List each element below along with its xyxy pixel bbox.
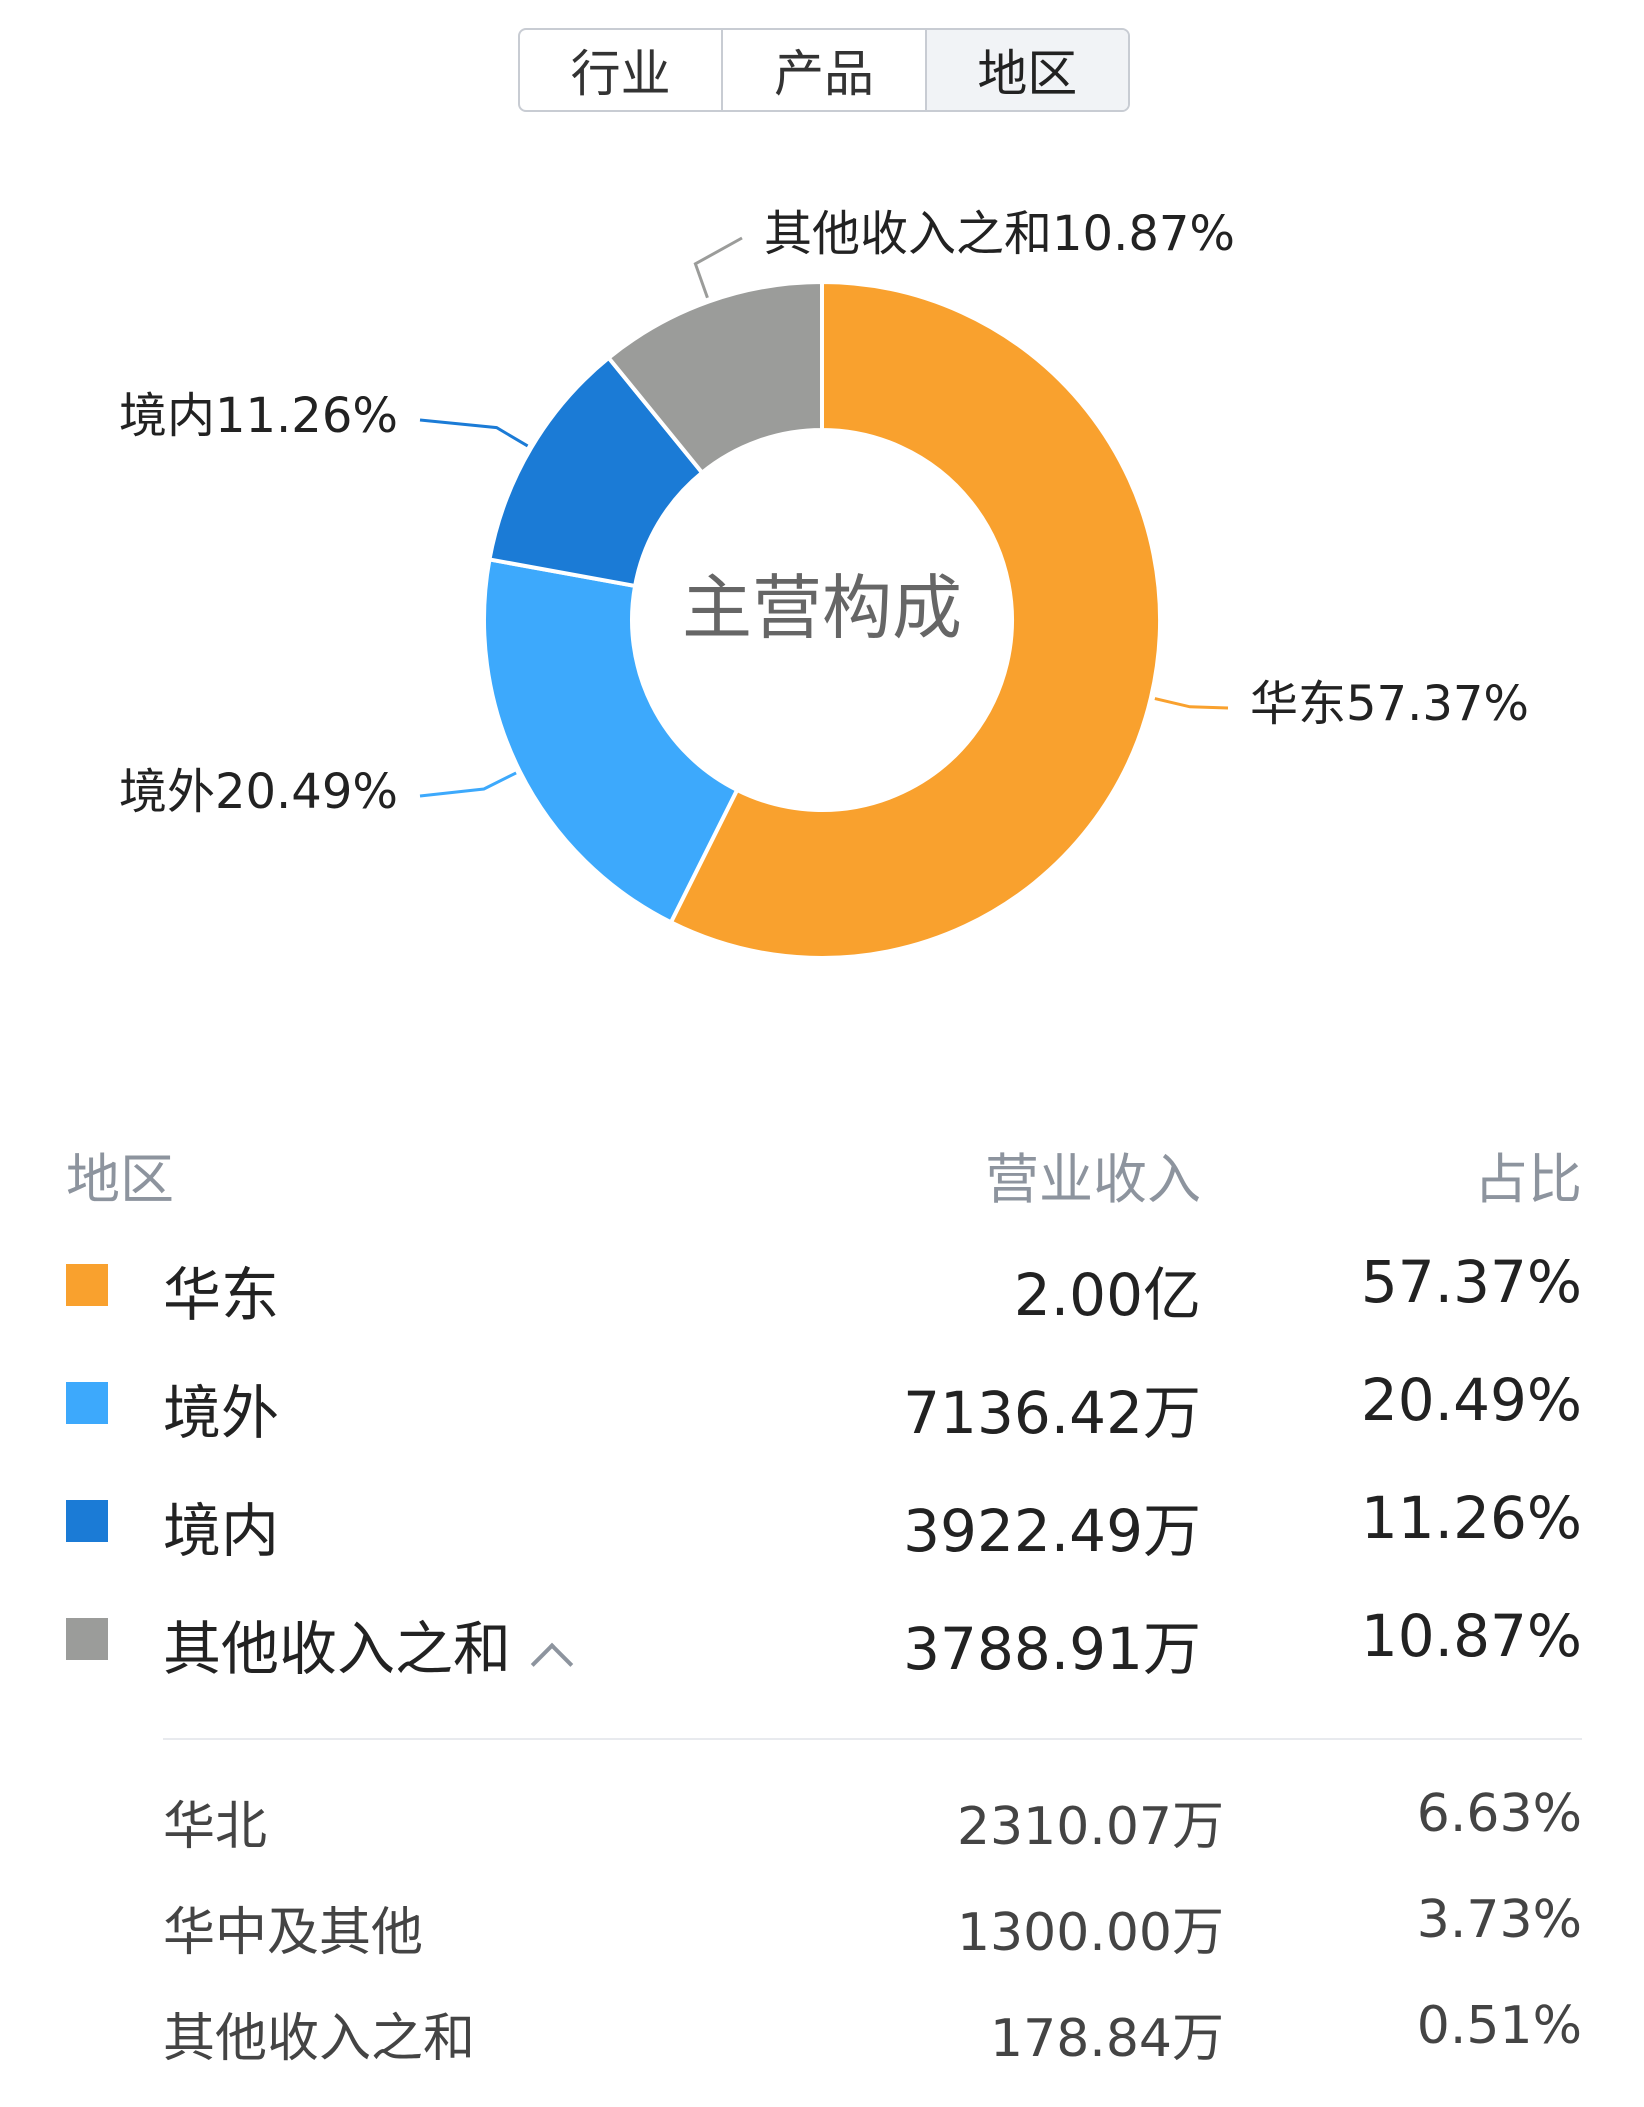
table-row[interactable]: 境内 3922.49万 11.26% [0, 1484, 1644, 1574]
tab-industry[interactable]: 行业 [520, 30, 724, 110]
header-share: 占比 [1474, 1148, 1582, 1211]
tab-region[interactable]: 地区 [926, 30, 1128, 110]
chevron-up-icon[interactable] [530, 1642, 574, 1686]
row-name: 境外 [163, 1379, 280, 1447]
legend-swatch [66, 1618, 108, 1660]
row-revenue: 7136.42万 [903, 1379, 1201, 1447]
subrow-name: 华北 [163, 1797, 268, 1857]
leader-line-0 [1154, 697, 1229, 710]
row-share: 20.49% [1360, 1366, 1582, 1434]
donut-slice-1[interactable] [482, 557, 740, 926]
chart-center-label: 主营构成 [682, 567, 962, 649]
legend-swatch [66, 1500, 108, 1542]
donut-chart: 华东57.37% 境外20.49% 境内11.26% 其他收入之和10.87% 主营构… [119, 206, 1529, 960]
table-row[interactable]: 华东 2.00亿 57.37% [0, 1248, 1644, 1338]
header-revenue: 营业收入 [985, 1148, 1201, 1211]
divider [163, 1738, 1582, 1740]
row-name: 华东 [163, 1261, 280, 1329]
subrow-name: 其他收入之和 [163, 2009, 476, 2069]
subtable-row: 华中及其他 1300.00万 3.73% [0, 1890, 1644, 1963]
table-row-expandable[interactable]: 其他收入之和 3788.91万 10.87% [0, 1602, 1644, 1692]
slice-label-1: 境外20.49% [119, 764, 398, 820]
table-row[interactable]: 境外 7136.42万 20.49% [0, 1366, 1644, 1456]
subrow-share: 6.63% [1416, 1784, 1582, 1844]
header-region: 地区 [66, 1148, 174, 1211]
legend-swatch [66, 1382, 108, 1424]
leader-line-3 [693, 236, 743, 299]
donut-slice-0[interactable] [668, 279, 1162, 960]
subrow-name: 华中及其他 [163, 1903, 424, 1963]
subrow-share: 0.51% [1416, 1996, 1582, 2056]
slice-label-2: 境内11.26% [119, 388, 398, 444]
leader-line-1 [419, 771, 517, 798]
leader-line-2 [419, 418, 529, 448]
row-revenue: 2.00亿 [1013, 1261, 1201, 1329]
subrow-revenue: 2310.07万 [956, 1797, 1224, 1857]
tab-bar: 行业 产品 地区 [518, 28, 1130, 112]
subrow-revenue: 1300.00万 [956, 1903, 1224, 1963]
slice-label-0: 华东57.37% [1250, 676, 1529, 732]
donut-slice-3[interactable] [605, 279, 824, 476]
row-share: 57.37% [1360, 1248, 1582, 1316]
subtable-row: 其他收入之和 178.84万 0.51% [0, 1996, 1644, 2069]
legend-swatch [66, 1264, 108, 1306]
subrow-revenue: 178.84万 [990, 2009, 1224, 2069]
subrow-share: 3.73% [1416, 1890, 1582, 1950]
tab-product[interactable]: 产品 [723, 30, 927, 110]
row-share: 10.87% [1360, 1602, 1582, 1670]
subtable-row: 华北 2310.07万 6.63% [0, 1784, 1644, 1857]
row-share: 11.26% [1360, 1484, 1582, 1552]
slice-label-3: 其他收入之和10.87% [764, 206, 1235, 262]
row-revenue: 3922.49万 [903, 1497, 1201, 1565]
row-revenue: 3788.91万 [903, 1615, 1201, 1683]
table-header: 地区 营业收入 占比 [0, 1135, 1644, 1211]
row-name: 其他收入之和 [163, 1615, 512, 1683]
row-name-wrap: 其他收入之和 [163, 1602, 574, 1686]
row-name: 境内 [163, 1497, 280, 1565]
